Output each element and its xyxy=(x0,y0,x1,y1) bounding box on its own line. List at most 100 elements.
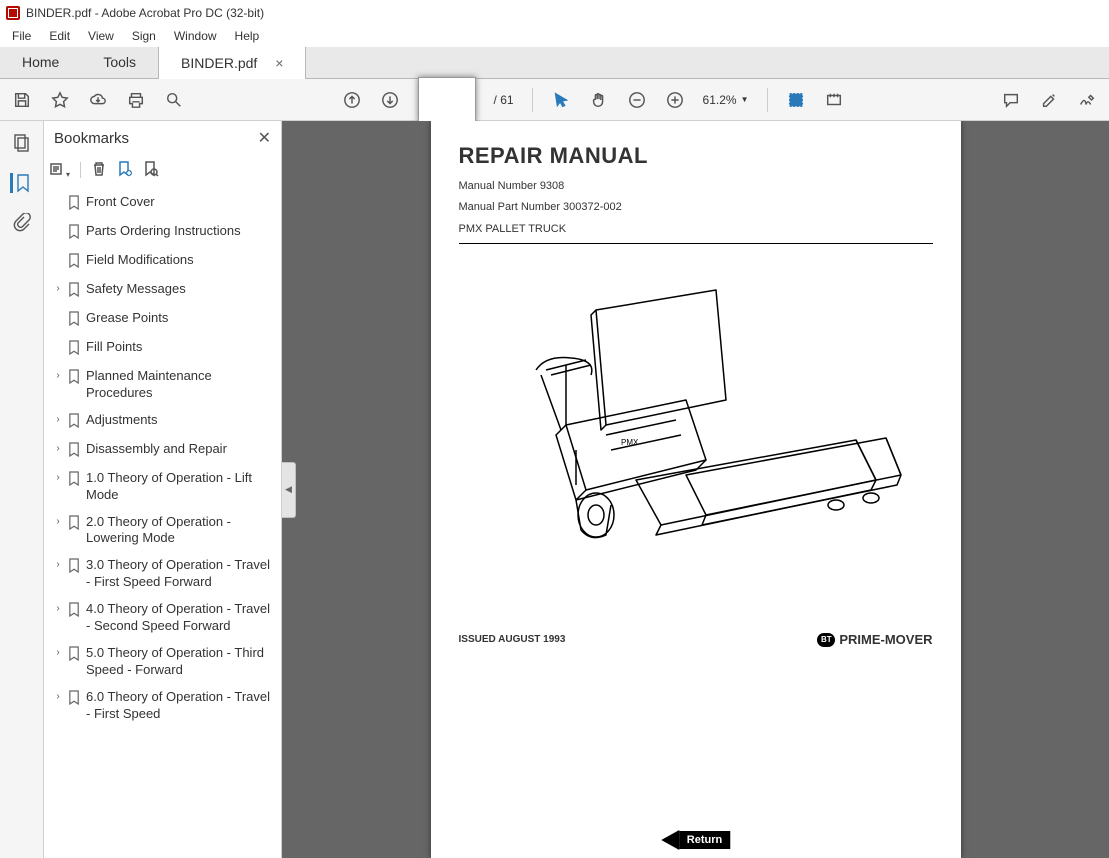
bookmark-label: Grease Points xyxy=(86,310,168,327)
collapse-panel-handle[interactable]: ◀ xyxy=(282,462,296,518)
separator xyxy=(80,162,81,178)
star-icon[interactable] xyxy=(50,90,70,110)
attachments-icon[interactable] xyxy=(12,213,32,233)
chevron-right-icon[interactable]: › xyxy=(52,557,64,573)
save-icon[interactable] xyxy=(12,90,32,110)
chevron-right-icon[interactable]: › xyxy=(52,470,64,486)
chevron-right-icon[interactable]: › xyxy=(52,601,64,617)
bookmarks-panel: Bookmarks ✕ ▾ Front Cover Parts Ordering … xyxy=(44,121,282,858)
new-bookmark-icon[interactable] xyxy=(117,161,133,180)
zoom-level-dropdown[interactable]: 61.2% ▼ xyxy=(703,93,749,107)
close-panel-icon[interactable]: ✕ xyxy=(258,128,271,148)
menu-sign[interactable]: Sign xyxy=(124,27,164,45)
bookmark-list[interactable]: Front Cover Parts Ordering Instructions Fi… xyxy=(44,185,281,858)
cloud-sync-icon[interactable] xyxy=(88,90,108,110)
bookmark-item[interactable]: ›Safety Messages xyxy=(48,276,279,305)
menu-help[interactable]: Help xyxy=(227,27,268,45)
bookmark-item[interactable]: Fill Points xyxy=(48,334,279,363)
doc-brand: BT PRIME-MOVER xyxy=(817,632,932,647)
prev-page-icon[interactable] xyxy=(342,90,362,110)
bookmark-item[interactable]: ›1.0 Theory of Operation - Lift Mode xyxy=(48,465,279,509)
menu-file[interactable]: File xyxy=(4,27,39,45)
bookmark-label: Field Modifications xyxy=(86,252,194,269)
thumbnails-icon[interactable] xyxy=(12,133,32,153)
chevron-right-icon[interactable]: › xyxy=(52,368,64,384)
zoom-out-icon[interactable] xyxy=(627,90,647,110)
bookmark-item[interactable]: Parts Ordering Instructions xyxy=(48,218,279,247)
chevron-right-icon[interactable]: › xyxy=(52,514,64,530)
bookmark-item[interactable]: ›Planned Maintenance Procedures xyxy=(48,363,279,407)
tab-bar: Home Tools BINDER.pdf × xyxy=(0,47,1109,79)
svg-text:PMX: PMX xyxy=(621,438,639,447)
page-total-label: / 61 xyxy=(494,93,514,107)
bookmark-label: Adjustments xyxy=(86,412,158,429)
left-rail xyxy=(0,121,44,858)
bookmark-label: 4.0 Theory of Operation - Travel - Secon… xyxy=(86,601,275,635)
bookmark-icon xyxy=(68,558,82,576)
fit-width-icon[interactable] xyxy=(786,90,806,110)
bookmark-item[interactable]: ›2.0 Theory of Operation - Lowering Mode xyxy=(48,509,279,553)
tab-tools[interactable]: Tools xyxy=(81,46,158,78)
sign-icon[interactable] xyxy=(1077,90,1097,110)
read-mode-icon[interactable] xyxy=(824,90,844,110)
highlight-icon[interactable] xyxy=(1039,90,1059,110)
find-bookmark-icon[interactable] xyxy=(143,161,159,180)
tab-document-label: BINDER.pdf xyxy=(181,55,257,71)
bookmark-item[interactable]: › Adjustments xyxy=(48,407,279,436)
menu-bar: File Edit View Sign Window Help xyxy=(0,25,1109,47)
doc-title: REPAIR MANUAL xyxy=(459,143,933,169)
panel-title: Bookmarks xyxy=(54,130,129,147)
chevron-right-icon[interactable]: › xyxy=(52,281,64,297)
bookmark-icon xyxy=(68,471,82,489)
bookmark-options-icon[interactable]: ▾ xyxy=(50,161,70,180)
print-icon[interactable] xyxy=(126,90,146,110)
bookmark-label: Parts Ordering Instructions xyxy=(86,223,241,240)
tab-home[interactable]: Home xyxy=(0,46,81,78)
select-tool-icon[interactable] xyxy=(551,90,571,110)
pdf-file-icon xyxy=(6,6,20,20)
chevron-right-icon[interactable]: › xyxy=(52,412,64,428)
search-icon[interactable] xyxy=(164,90,184,110)
return-button[interactable]: Return xyxy=(661,830,730,850)
close-tab-icon[interactable]: × xyxy=(275,55,283,71)
bookmark-icon xyxy=(68,369,82,387)
arrow-left-icon xyxy=(661,830,679,850)
bookmark-item[interactable]: Front Cover xyxy=(48,189,279,218)
comment-icon[interactable] xyxy=(1001,90,1021,110)
bookmark-label: 6.0 Theory of Operation - Travel - First… xyxy=(86,689,275,723)
pdf-page: REPAIR MANUAL Manual Number 9308 Manual … xyxy=(431,121,961,858)
hand-tool-icon[interactable] xyxy=(589,90,609,110)
bookmark-label: Front Cover xyxy=(86,194,155,211)
delete-bookmark-icon[interactable] xyxy=(91,161,107,180)
bookmark-item[interactable]: ›Disassembly and Repair xyxy=(48,436,279,465)
bookmark-item[interactable]: › 4.0 Theory of Operation - Travel - Seco… xyxy=(48,596,279,640)
chevron-right-icon[interactable]: › xyxy=(52,441,64,457)
bookmark-icon xyxy=(68,442,82,460)
bookmark-item[interactable]: › 3.0 Theory of Operation - Travel - Firs… xyxy=(48,552,279,596)
next-page-icon[interactable] xyxy=(380,90,400,110)
bookmark-label: Fill Points xyxy=(86,339,142,356)
page-number-input[interactable] xyxy=(418,77,476,123)
main-toolbar: / 61 61.2% ▼ xyxy=(0,79,1109,121)
menu-view[interactable]: View xyxy=(80,27,122,45)
document-viewport[interactable]: ◀ REPAIR MANUAL Manual Number 9308 Manua… xyxy=(282,121,1109,858)
bookmark-item[interactable]: Field Modifications xyxy=(48,247,279,276)
chevron-right-icon[interactable]: › xyxy=(52,689,64,705)
chevron-right-icon[interactable]: › xyxy=(52,645,64,661)
bookmark-icon xyxy=(68,646,82,664)
bookmark-item[interactable]: Grease Points xyxy=(48,305,279,334)
menu-window[interactable]: Window xyxy=(166,27,225,45)
tab-document[interactable]: BINDER.pdf × xyxy=(158,47,306,79)
bookmarks-icon[interactable] xyxy=(10,173,30,193)
bookmark-label: 3.0 Theory of Operation - Travel - First… xyxy=(86,557,275,591)
zoom-in-icon[interactable] xyxy=(665,90,685,110)
bookmark-icon xyxy=(68,690,82,708)
bookmark-item[interactable]: ›5.0 Theory of Operation - Third Speed -… xyxy=(48,640,279,684)
pallet-truck-illustration: PMX xyxy=(459,260,933,620)
menu-edit[interactable]: Edit xyxy=(41,27,78,45)
bookmark-tools: ▾ xyxy=(44,155,281,185)
title-bar: BINDER.pdf - Adobe Acrobat Pro DC (32-bi… xyxy=(0,0,1109,25)
doc-meta-3: PMX PALLET TRUCK xyxy=(459,222,933,237)
doc-rule xyxy=(459,243,933,244)
bookmark-item[interactable]: › 6.0 Theory of Operation - Travel - Firs… xyxy=(48,684,279,728)
